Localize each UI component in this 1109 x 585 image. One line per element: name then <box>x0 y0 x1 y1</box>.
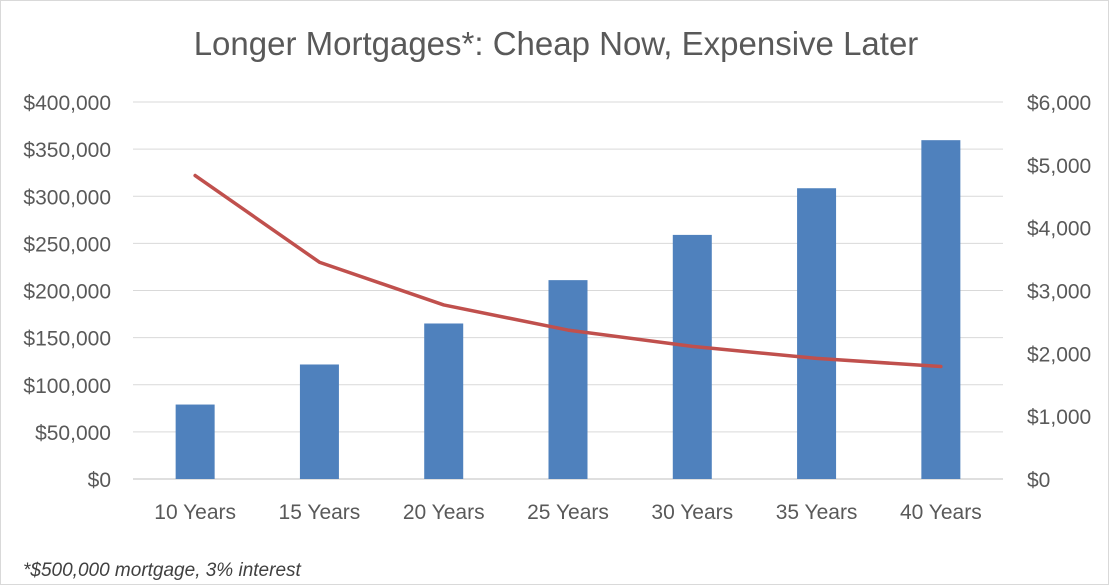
left-tick-label: $250,000 <box>23 233 111 256</box>
left-axis: $0 $50,000 $100,000 $150,000 $200,000 $250,00… <box>23 92 111 492</box>
category-label: 10 Years <box>154 501 236 524</box>
bar <box>175 404 215 479</box>
right-tick-label: $6,000 <box>1027 92 1091 115</box>
left-tick-label: $200,000 <box>23 281 111 304</box>
bar <box>299 364 339 479</box>
chart-svg: Longer Mortgages*: Cheap Now, Expensive … <box>23 25 1091 524</box>
right-tick-label: $0 <box>1027 469 1050 492</box>
right-tick-label: $1,000 <box>1027 406 1091 429</box>
category-label: 40 Years <box>900 501 982 524</box>
chart-title: Longer Mortgages*: Cheap Now, Expensive … <box>194 25 919 62</box>
category-label: 25 Years <box>527 501 609 524</box>
bar <box>424 323 464 479</box>
right-tick-label: $2,000 <box>1027 343 1091 366</box>
bar <box>548 280 588 479</box>
category-label: 15 Years <box>279 501 361 524</box>
footnote: *$500,000 mortgage, 3% interest <box>23 560 301 581</box>
right-tick-label: $5,000 <box>1027 155 1091 178</box>
left-tick-label: $0 <box>88 469 111 492</box>
right-tick-label: $3,000 <box>1027 281 1091 304</box>
category-label: 20 Years <box>403 501 485 524</box>
x-axis: 10 Years 15 Years 20 Years 25 Years 30 Years… <box>154 501 981 524</box>
right-axis: $0 $1,000 $2,000 $3,000 $4,000 $5,000 $6,000 <box>1027 92 1091 492</box>
left-tick-label: $50,000 <box>35 422 111 445</box>
category-label: 30 Years <box>651 501 733 524</box>
left-tick-label: $300,000 <box>23 186 111 209</box>
bar <box>921 140 961 479</box>
left-tick-label: $150,000 <box>23 328 111 351</box>
bar-series <box>175 140 961 479</box>
line-series <box>193 173 943 369</box>
category-label: 35 Years <box>776 501 858 524</box>
left-tick-label: $350,000 <box>23 139 111 162</box>
left-tick-label: $400,000 <box>23 92 111 115</box>
left-tick-label: $100,000 <box>23 375 111 398</box>
bar <box>672 234 712 479</box>
bar <box>797 188 837 479</box>
right-tick-label: $4,000 <box>1027 218 1091 241</box>
line-path <box>193 173 943 369</box>
